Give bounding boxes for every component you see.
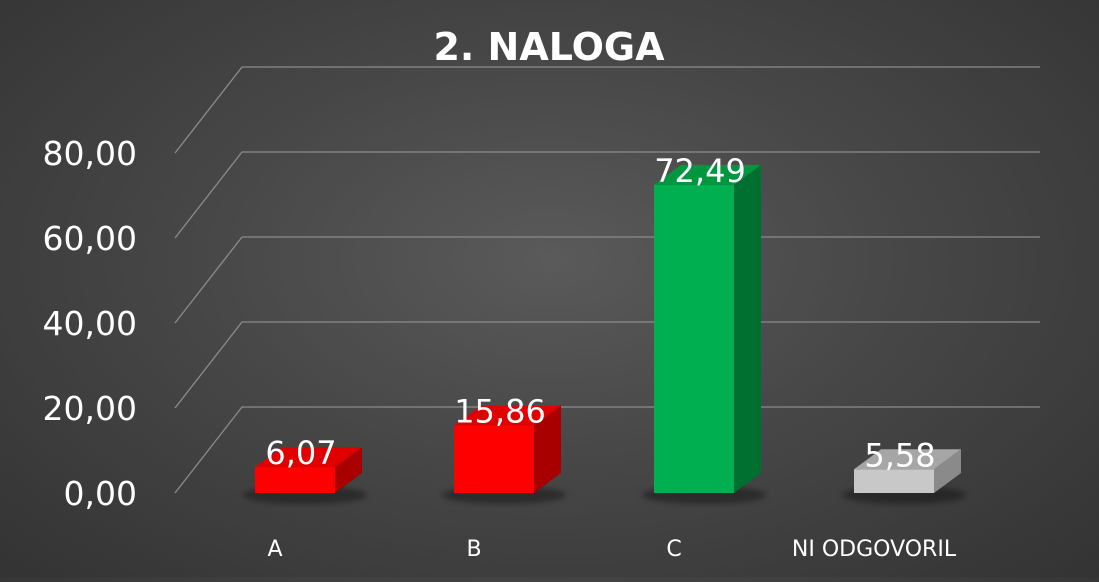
x-tick-label: NI ODGOVORIL: [792, 537, 957, 562]
bar-front: [454, 425, 534, 493]
bar-top: [654, 164, 761, 185]
y-tick-label: 40,00: [43, 304, 137, 343]
grid: [174, 66, 1040, 494]
bar: 15,86: [442, 393, 566, 504]
data-label: 5,58: [864, 436, 935, 474]
gridline: [174, 151, 1040, 239]
bar-top: [454, 405, 561, 426]
bars: 6,07 15,86 72,49 5,58: [243, 152, 966, 504]
bar-side: [934, 449, 961, 493]
gridline: [174, 66, 1040, 154]
gridline: [174, 406, 1040, 494]
bar-top: [854, 449, 961, 470]
bar-front: [255, 467, 335, 493]
x-tick-label: A: [267, 537, 282, 562]
y-axis: 0,00 20,00 40,00 60,00 80,00: [43, 134, 137, 513]
bar: 72,49: [642, 152, 766, 504]
bar: 5,58: [842, 436, 966, 504]
data-label: 6,07: [265, 434, 336, 472]
x-tick-label: B: [466, 537, 481, 562]
y-tick-label: 20,00: [43, 389, 137, 428]
x-tick-label: C: [666, 537, 681, 562]
bar-top: [255, 447, 362, 468]
bar: 6,07: [243, 434, 367, 504]
bar-side: [534, 405, 561, 493]
data-label: 72,49: [654, 152, 746, 190]
chart-title: 2. NALOGA: [433, 25, 665, 69]
gridline: [174, 321, 1040, 409]
y-tick-label: 60,00: [43, 219, 137, 258]
bar-side: [335, 447, 362, 493]
bar-front: [854, 469, 934, 493]
bar-side: [734, 164, 761, 494]
bar-front: [654, 184, 734, 494]
gridline: [174, 236, 1040, 324]
x-axis: A B C NI ODGOVORIL: [267, 537, 956, 562]
y-tick-label: 0,00: [64, 474, 137, 513]
y-tick-label: 80,00: [43, 134, 137, 173]
data-label: 15,86: [454, 393, 546, 431]
